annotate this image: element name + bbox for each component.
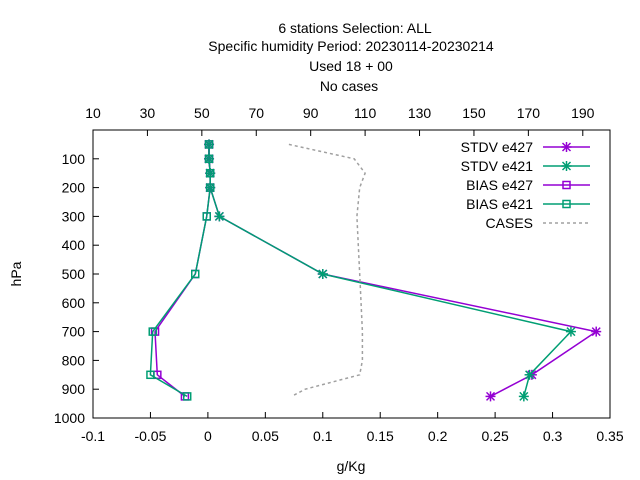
x-tick-label: -0.1: [81, 428, 105, 444]
square-marker: [182, 392, 192, 401]
x2-tick-label: 190: [571, 105, 595, 121]
star-marker: [524, 369, 535, 380]
series-line: [288, 143, 366, 398]
legend-item: BIAS e421: [466, 196, 590, 212]
legend-item: STDV e427: [461, 139, 590, 155]
x2-tick-label: 150: [462, 105, 486, 121]
x-tick-label: 0.15: [367, 428, 394, 444]
x2-axis-ticks: 10 30 50 70 90 110 130 150 170 190: [85, 105, 595, 136]
y-tick-label: 400: [62, 237, 86, 253]
chart-title-line-1: 6 stations Selection: ALL: [278, 20, 432, 36]
chart-title-line-2: Specific humidity Period: 20230114-20230…: [208, 38, 494, 54]
y-axis-ticks: 100 200 300 400 500 600 700 800 900 1000: [54, 151, 99, 426]
series-bias-e421: [146, 140, 215, 401]
x2-tick-label: 30: [140, 105, 156, 121]
y-tick-label: 1000: [54, 410, 85, 426]
x2-tick-label: 50: [194, 105, 210, 121]
star-marker: [561, 161, 572, 171]
y-tick-label: 800: [62, 352, 86, 368]
square-marker: [148, 327, 157, 336]
y-tick-label: 500: [62, 266, 86, 282]
star-marker: [518, 391, 529, 402]
x-tick-label: 0.1: [313, 428, 333, 444]
x-axis-ticks: -0.1 -0.05 0 0.05 0.1 0.15 0.2 0.25 0.3 0.35: [81, 412, 624, 444]
series-line: [149, 144, 211, 398]
chart-title-line-3: Used 18 + 00: [309, 58, 393, 74]
x2-tick-label: 130: [408, 105, 432, 121]
star-marker: [565, 326, 576, 337]
legend-label: STDV e427: [461, 139, 534, 155]
x-tick-label: 0.2: [428, 428, 448, 444]
x-axis-label: g/Kg: [337, 458, 366, 474]
legend: STDV e427 STDV e421 BIAS e427 BIAS e421 CASE…: [461, 139, 590, 231]
square-marker: [204, 154, 214, 164]
chart-title-line-4: No cases: [320, 78, 378, 94]
x-tick-label: 0.05: [252, 428, 279, 444]
square-marker: [146, 370, 155, 380]
square-marker: [205, 168, 215, 178]
y-tick-label: 100: [62, 151, 86, 167]
x-tick-label: 0: [204, 428, 212, 444]
star-marker: [214, 211, 225, 222]
y-tick-label: 300: [62, 208, 86, 224]
legend-item: BIAS e427: [466, 177, 590, 193]
x2-tick-label: 90: [303, 105, 319, 121]
plot-frame: [92, 129, 611, 419]
square-marker: [202, 212, 211, 221]
y-tick-label: 700: [62, 324, 86, 340]
legend-label: BIAS e421: [466, 196, 533, 212]
x-tick-label: -0.05: [134, 428, 166, 444]
star-marker: [591, 326, 602, 337]
x-tick-label: 0.35: [596, 428, 623, 444]
series-cases: [288, 143, 366, 398]
x2-tick-label: 70: [248, 105, 264, 121]
legend-label: CASES: [486, 215, 533, 231]
square-marker: [204, 140, 214, 149]
square-marker: [191, 269, 200, 279]
legend-item: CASES: [486, 215, 590, 231]
star-marker: [561, 142, 572, 152]
square-marker: [205, 183, 215, 192]
y-axis-label: hPa: [8, 261, 24, 286]
star-marker: [317, 269, 328, 279]
x-tick-label: 0.3: [543, 428, 563, 444]
square-marker: [562, 199, 571, 209]
y-tick-label: 200: [62, 180, 86, 196]
x-tick-label: 0.25: [481, 428, 508, 444]
x2-tick-label: 170: [517, 105, 541, 121]
legend-label: BIAS e427: [466, 177, 533, 193]
star-marker: [485, 391, 496, 402]
series-layer: [146, 139, 602, 402]
y-tick-label: 600: [62, 295, 86, 311]
legend-item: STDV e421: [461, 158, 590, 174]
x2-tick-label: 110: [354, 105, 377, 121]
y-tick-label: 900: [62, 381, 86, 397]
x2-tick-label: 10: [85, 105, 101, 121]
square-marker: [562, 180, 571, 190]
legend-label: STDV e421: [461, 158, 534, 174]
